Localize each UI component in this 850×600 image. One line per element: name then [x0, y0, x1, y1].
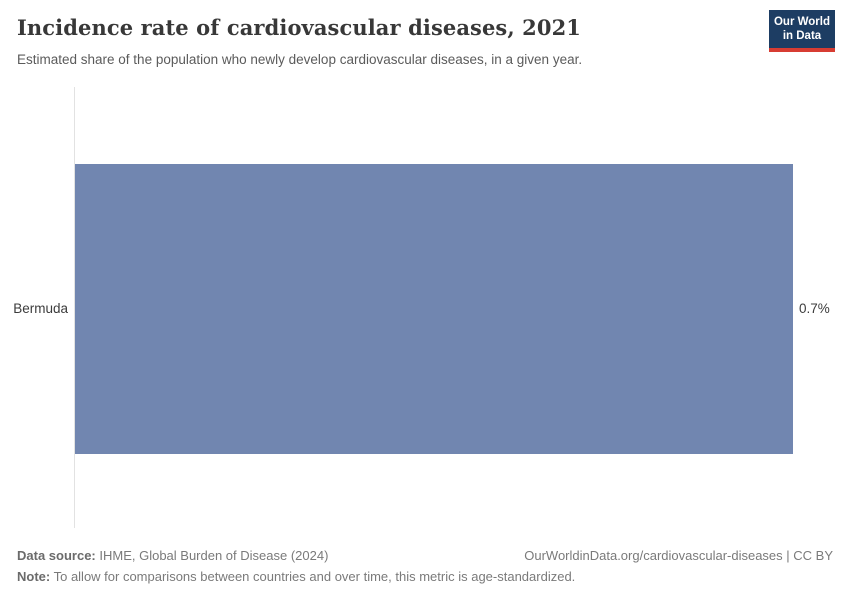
- footer-sources-row: Data source: IHME, Global Burden of Dise…: [17, 548, 833, 563]
- citation-link[interactable]: OurWorldinData.org/cardiovascular-diseas…: [524, 548, 833, 563]
- y-axis-line: [74, 87, 75, 528]
- bar-bermuda[interactable]: [75, 164, 793, 454]
- data-source-label: Data source:: [17, 548, 96, 563]
- data-source-value: IHME, Global Burden of Disease (2024): [95, 548, 329, 563]
- bar-value-label: 0.7%: [799, 301, 830, 316]
- chart-title: Incidence rate of cardiovascular disease…: [17, 15, 582, 40]
- owid-logo-line2: in Data: [782, 30, 822, 42]
- bar-entity-label[interactable]: Bermuda: [13, 301, 68, 316]
- note-value: To allow for comparisons between countri…: [50, 569, 576, 584]
- chart-subtitle: Estimated share of the population who ne…: [17, 52, 583, 67]
- footer-note-row: Note: To allow for comparisons between c…: [17, 569, 833, 584]
- owid-logo[interactable]: Our World in Data: [769, 10, 835, 52]
- owid-logo-line1: Our World: [773, 15, 830, 28]
- note-label: Note:: [17, 569, 51, 584]
- data-source-text: Data source: IHME, Global Burden of Dise…: [17, 548, 328, 563]
